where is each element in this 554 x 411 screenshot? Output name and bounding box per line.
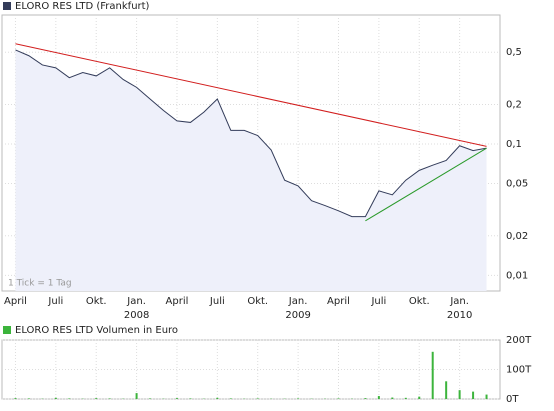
x-tick-label: April (4, 296, 27, 307)
volume-bar (176, 398, 178, 399)
y-tick-label: 0,5 (506, 47, 522, 58)
volume-bar (28, 398, 30, 399)
y-tick-label: 0,01 (506, 270, 528, 281)
volume-bar (405, 398, 407, 399)
y-tick-label: 0,02 (506, 231, 528, 242)
volume-bar (432, 352, 434, 399)
volume-bar (472, 392, 474, 399)
volume-bar (297, 398, 299, 399)
volume-bar (418, 397, 420, 399)
volume-bar (486, 395, 488, 399)
volume-bar (14, 398, 16, 399)
volume-bar (337, 398, 339, 399)
y-tick-label: 100T (506, 365, 532, 376)
x-tick-label: April (166, 296, 189, 307)
year-label: 2009 (285, 310, 310, 321)
x-tick-label: Jan. (288, 296, 308, 307)
volume-bar (55, 398, 57, 399)
x-tick-label: Okt. (409, 296, 430, 307)
volume-bar (216, 398, 218, 399)
year-label: 2010 (447, 310, 472, 321)
volume-bar (445, 381, 447, 399)
volume-bar (257, 398, 259, 399)
y-tick-label: 0T (506, 394, 519, 405)
volume-bar (95, 398, 97, 399)
volume-bar (109, 398, 111, 399)
x-tick-label: April (327, 296, 350, 307)
volume-bar (364, 398, 366, 399)
legend-swatch (3, 2, 11, 10)
x-tick-label: Juli (370, 296, 386, 307)
x-tick-label: Jan. (449, 296, 469, 307)
volume-bar (459, 390, 461, 399)
x-tick-label: Okt. (247, 296, 268, 307)
y-tick-label: 0,1 (506, 139, 522, 150)
year-label: 2008 (124, 310, 149, 321)
x-tick-label: Juli (47, 296, 63, 307)
y-tick-label: 0,2 (506, 99, 522, 110)
annotation: 1 Tick = 1 Tag (8, 279, 72, 289)
y-tick-label: 0,05 (506, 179, 528, 190)
volume-bar (391, 398, 393, 399)
x-tick-label: Jan. (126, 296, 146, 307)
volume-bar (68, 398, 70, 399)
volume-bar (378, 396, 380, 399)
x-tick-label: Okt. (86, 296, 107, 307)
x-tick-label: Juli (209, 296, 225, 307)
legend-label: ELORO RES LTD (Frankfurt) (15, 1, 150, 12)
legend-label: ELORO RES LTD Volumen in Euro (15, 325, 178, 336)
volume-bar (136, 393, 138, 399)
y-tick-label: 200T (506, 335, 532, 346)
legend-swatch (3, 326, 11, 334)
volume-bar (189, 398, 191, 399)
volume-bar (149, 398, 151, 399)
volume-bar (230, 398, 232, 399)
